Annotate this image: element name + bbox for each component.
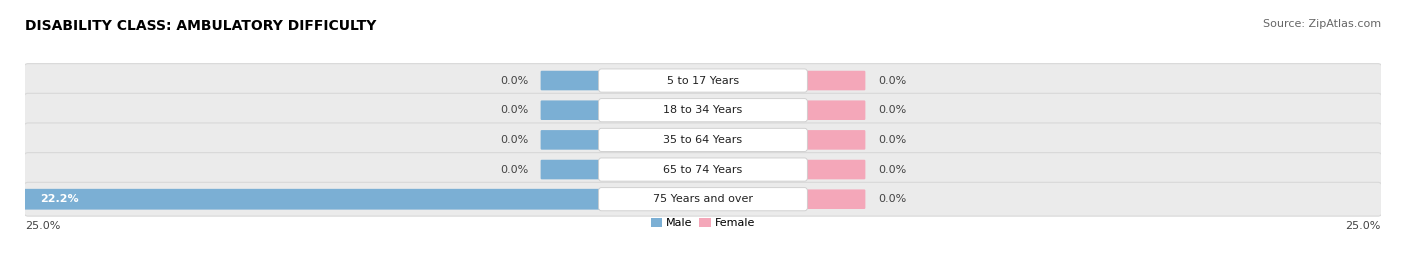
- FancyBboxPatch shape: [24, 182, 1382, 216]
- Legend: Male, Female: Male, Female: [651, 218, 755, 228]
- Text: Source: ZipAtlas.com: Source: ZipAtlas.com: [1263, 19, 1381, 29]
- FancyBboxPatch shape: [24, 153, 1382, 186]
- FancyBboxPatch shape: [541, 160, 602, 179]
- FancyBboxPatch shape: [541, 71, 602, 90]
- Text: 0.0%: 0.0%: [877, 105, 905, 115]
- FancyBboxPatch shape: [599, 99, 807, 122]
- FancyBboxPatch shape: [0, 189, 603, 210]
- Text: 75 Years and over: 75 Years and over: [652, 194, 754, 204]
- Text: 0.0%: 0.0%: [877, 165, 905, 175]
- Text: 22.2%: 22.2%: [41, 194, 79, 204]
- FancyBboxPatch shape: [804, 160, 865, 179]
- Text: 0.0%: 0.0%: [877, 135, 905, 145]
- FancyBboxPatch shape: [599, 188, 807, 211]
- FancyBboxPatch shape: [541, 100, 602, 120]
- FancyBboxPatch shape: [24, 64, 1382, 97]
- Text: 65 to 74 Years: 65 to 74 Years: [664, 165, 742, 175]
- Text: 35 to 64 Years: 35 to 64 Years: [664, 135, 742, 145]
- FancyBboxPatch shape: [599, 69, 807, 92]
- FancyBboxPatch shape: [541, 130, 602, 150]
- FancyBboxPatch shape: [804, 71, 865, 90]
- FancyBboxPatch shape: [599, 158, 807, 181]
- Text: 0.0%: 0.0%: [501, 76, 529, 86]
- Text: 18 to 34 Years: 18 to 34 Years: [664, 105, 742, 115]
- FancyBboxPatch shape: [804, 189, 865, 209]
- FancyBboxPatch shape: [804, 130, 865, 150]
- Text: 25.0%: 25.0%: [25, 221, 60, 231]
- Text: 0.0%: 0.0%: [501, 165, 529, 175]
- FancyBboxPatch shape: [599, 128, 807, 151]
- FancyBboxPatch shape: [24, 93, 1382, 127]
- Text: DISABILITY CLASS: AMBULATORY DIFFICULTY: DISABILITY CLASS: AMBULATORY DIFFICULTY: [25, 19, 377, 33]
- FancyBboxPatch shape: [804, 100, 865, 120]
- Text: 0.0%: 0.0%: [877, 76, 905, 86]
- Text: 0.0%: 0.0%: [501, 105, 529, 115]
- Text: 0.0%: 0.0%: [877, 194, 905, 204]
- Text: 0.0%: 0.0%: [501, 135, 529, 145]
- Text: 5 to 17 Years: 5 to 17 Years: [666, 76, 740, 86]
- Text: 25.0%: 25.0%: [1346, 221, 1381, 231]
- FancyBboxPatch shape: [24, 123, 1382, 157]
